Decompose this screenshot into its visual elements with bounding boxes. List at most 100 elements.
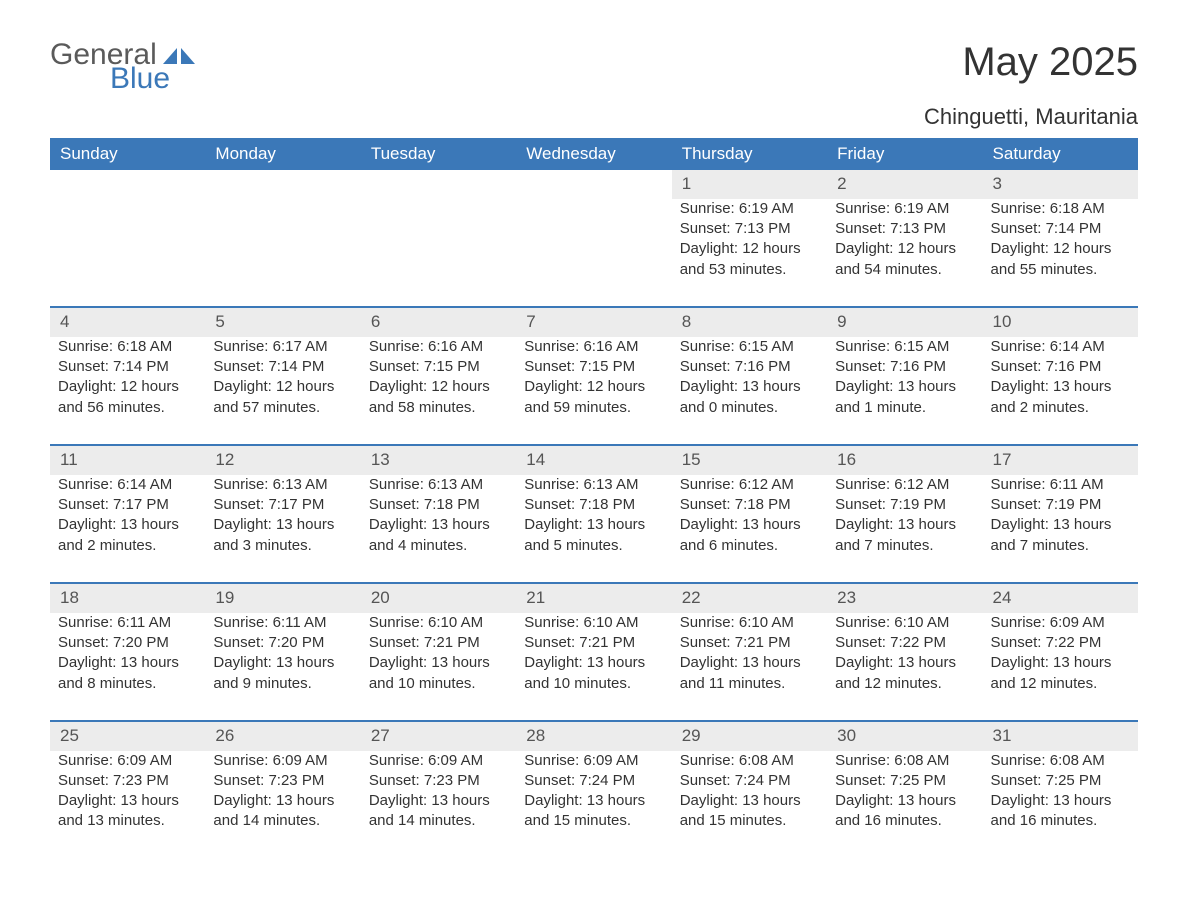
sunrise-text: Sunrise: 6:10 AM <box>680 613 819 633</box>
sunrise-text: Sunrise: 6:11 AM <box>58 613 197 633</box>
sunrise-text: Sunrise: 6:09 AM <box>369 751 508 771</box>
calendar-table: Sunday Monday Tuesday Wednesday Thursday… <box>50 138 1138 858</box>
day-detail-row: Sunrise: 6:18 AMSunset: 7:14 PMDaylight:… <box>50 337 1138 445</box>
sunset-text: Sunset: 7:16 PM <box>991 357 1130 377</box>
day-number-row: 25262728293031 <box>50 721 1138 751</box>
day-detail-cell: Sunrise: 6:08 AMSunset: 7:25 PMDaylight:… <box>827 751 982 858</box>
daylight-text: Daylight: 12 hours and 55 minutes. <box>991 239 1130 280</box>
weekday-header: Tuesday <box>361 138 516 170</box>
day-detail-cell: Sunrise: 6:09 AMSunset: 7:24 PMDaylight:… <box>516 751 671 858</box>
day-detail-cell: Sunrise: 6:09 AMSunset: 7:23 PMDaylight:… <box>361 751 516 858</box>
day-detail-cell: Sunrise: 6:14 AMSunset: 7:17 PMDaylight:… <box>50 475 205 583</box>
daylight-text: Daylight: 13 hours and 10 minutes. <box>369 653 508 694</box>
daylight-text: Daylight: 12 hours and 53 minutes. <box>680 239 819 280</box>
sunrise-text: Sunrise: 6:13 AM <box>213 475 352 495</box>
day-number-cell: 13 <box>361 445 516 475</box>
day-detail-cell: Sunrise: 6:09 AMSunset: 7:23 PMDaylight:… <box>205 751 360 858</box>
day-number-cell: 16 <box>827 445 982 475</box>
sunset-text: Sunset: 7:22 PM <box>991 633 1130 653</box>
sunset-text: Sunset: 7:17 PM <box>58 495 197 515</box>
weekday-header: Monday <box>205 138 360 170</box>
page-title: May 2025 <box>962 40 1138 85</box>
sunrise-text: Sunrise: 6:16 AM <box>369 337 508 357</box>
day-detail-cell: Sunrise: 6:11 AMSunset: 7:19 PMDaylight:… <box>983 475 1138 583</box>
day-number-cell <box>516 170 671 199</box>
weekday-header-row: Sunday Monday Tuesday Wednesday Thursday… <box>50 138 1138 170</box>
day-detail-cell: Sunrise: 6:15 AMSunset: 7:16 PMDaylight:… <box>672 337 827 445</box>
day-number-cell: 11 <box>50 445 205 475</box>
sunrise-text: Sunrise: 6:17 AM <box>213 337 352 357</box>
day-detail-cell: Sunrise: 6:12 AMSunset: 7:18 PMDaylight:… <box>672 475 827 583</box>
day-detail-cell: Sunrise: 6:11 AMSunset: 7:20 PMDaylight:… <box>50 613 205 721</box>
daylight-text: Daylight: 12 hours and 59 minutes. <box>524 377 663 418</box>
daylight-text: Daylight: 13 hours and 2 minutes. <box>991 377 1130 418</box>
sunrise-text: Sunrise: 6:16 AM <box>524 337 663 357</box>
daylight-text: Daylight: 13 hours and 15 minutes. <box>680 791 819 832</box>
sunset-text: Sunset: 7:21 PM <box>369 633 508 653</box>
daylight-text: Daylight: 12 hours and 56 minutes. <box>58 377 197 418</box>
daylight-text: Daylight: 13 hours and 6 minutes. <box>680 515 819 556</box>
day-detail-cell: Sunrise: 6:09 AMSunset: 7:22 PMDaylight:… <box>983 613 1138 721</box>
day-detail-cell: Sunrise: 6:09 AMSunset: 7:23 PMDaylight:… <box>50 751 205 858</box>
daylight-text: Daylight: 13 hours and 8 minutes. <box>58 653 197 694</box>
sunrise-text: Sunrise: 6:08 AM <box>835 751 974 771</box>
day-number-cell: 24 <box>983 583 1138 613</box>
weekday-header: Sunday <box>50 138 205 170</box>
sunrise-text: Sunrise: 6:18 AM <box>58 337 197 357</box>
sunset-text: Sunset: 7:23 PM <box>369 771 508 791</box>
day-number-cell: 23 <box>827 583 982 613</box>
day-number-cell <box>50 170 205 199</box>
day-detail-cell: Sunrise: 6:19 AMSunset: 7:13 PMDaylight:… <box>672 199 827 307</box>
day-detail-cell: Sunrise: 6:10 AMSunset: 7:22 PMDaylight:… <box>827 613 982 721</box>
sunset-text: Sunset: 7:24 PM <box>680 771 819 791</box>
day-number-cell: 14 <box>516 445 671 475</box>
day-number-cell: 26 <box>205 721 360 751</box>
day-detail-cell: Sunrise: 6:16 AMSunset: 7:15 PMDaylight:… <box>516 337 671 445</box>
sunrise-text: Sunrise: 6:12 AM <box>835 475 974 495</box>
sunrise-text: Sunrise: 6:09 AM <box>524 751 663 771</box>
daylight-text: Daylight: 13 hours and 15 minutes. <box>524 791 663 832</box>
day-number-cell: 31 <box>983 721 1138 751</box>
sunset-text: Sunset: 7:14 PM <box>213 357 352 377</box>
day-number-cell: 18 <box>50 583 205 613</box>
sunset-text: Sunset: 7:16 PM <box>680 357 819 377</box>
day-number-cell: 10 <box>983 307 1138 337</box>
daylight-text: Daylight: 13 hours and 11 minutes. <box>680 653 819 694</box>
day-number-cell: 21 <box>516 583 671 613</box>
day-number-cell: 4 <box>50 307 205 337</box>
sunrise-text: Sunrise: 6:08 AM <box>680 751 819 771</box>
day-number-cell: 15 <box>672 445 827 475</box>
daylight-text: Daylight: 13 hours and 10 minutes. <box>524 653 663 694</box>
daylight-text: Daylight: 13 hours and 0 minutes. <box>680 377 819 418</box>
day-detail-cell: Sunrise: 6:08 AMSunset: 7:24 PMDaylight:… <box>672 751 827 858</box>
day-detail-cell: Sunrise: 6:12 AMSunset: 7:19 PMDaylight:… <box>827 475 982 583</box>
daylight-text: Daylight: 13 hours and 1 minute. <box>835 377 974 418</box>
sunset-text: Sunset: 7:14 PM <box>58 357 197 377</box>
weekday-header: Thursday <box>672 138 827 170</box>
sunrise-text: Sunrise: 6:09 AM <box>213 751 352 771</box>
day-detail-row: Sunrise: 6:11 AMSunset: 7:20 PMDaylight:… <box>50 613 1138 721</box>
day-number-cell: 1 <box>672 170 827 199</box>
daylight-text: Daylight: 12 hours and 58 minutes. <box>369 377 508 418</box>
sunrise-text: Sunrise: 6:08 AM <box>991 751 1130 771</box>
sunset-text: Sunset: 7:19 PM <box>835 495 974 515</box>
brand-word-2: Blue <box>110 64 195 94</box>
day-number-cell: 19 <box>205 583 360 613</box>
day-detail-cell: Sunrise: 6:18 AMSunset: 7:14 PMDaylight:… <box>983 199 1138 307</box>
sunset-text: Sunset: 7:17 PM <box>213 495 352 515</box>
daylight-text: Daylight: 13 hours and 16 minutes. <box>991 791 1130 832</box>
day-detail-cell: Sunrise: 6:08 AMSunset: 7:25 PMDaylight:… <box>983 751 1138 858</box>
sunset-text: Sunset: 7:19 PM <box>991 495 1130 515</box>
sunset-text: Sunset: 7:25 PM <box>835 771 974 791</box>
sunset-text: Sunset: 7:21 PM <box>524 633 663 653</box>
sunset-text: Sunset: 7:18 PM <box>369 495 508 515</box>
day-number-cell: 30 <box>827 721 982 751</box>
daylight-text: Daylight: 13 hours and 3 minutes. <box>213 515 352 556</box>
sunrise-text: Sunrise: 6:12 AM <box>680 475 819 495</box>
day-number-cell: 5 <box>205 307 360 337</box>
sunrise-text: Sunrise: 6:15 AM <box>680 337 819 357</box>
day-number-cell: 20 <box>361 583 516 613</box>
daylight-text: Daylight: 13 hours and 9 minutes. <box>213 653 352 694</box>
day-detail-cell <box>361 199 516 307</box>
day-detail-cell: Sunrise: 6:10 AMSunset: 7:21 PMDaylight:… <box>516 613 671 721</box>
